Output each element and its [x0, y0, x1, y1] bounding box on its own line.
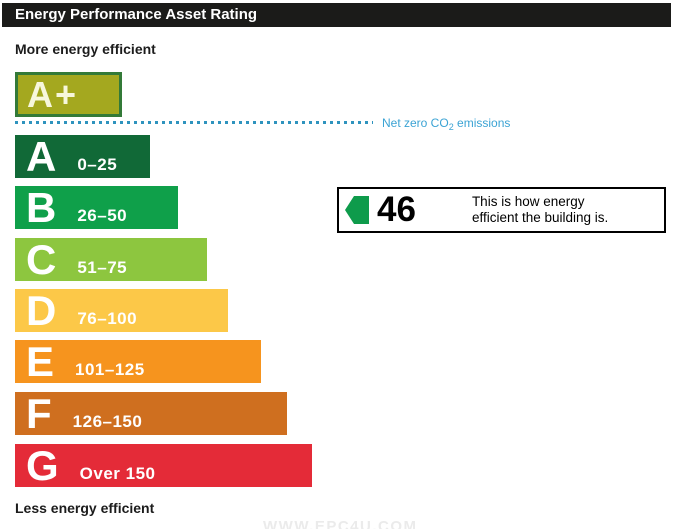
- band-letter: F: [26, 389, 52, 437]
- band-range-label: Over 150: [79, 463, 156, 483]
- rating-indicator-box: 46 This is how energy efficient the buil…: [337, 187, 666, 233]
- rating-description-line2: efficient the building is.: [471, 210, 609, 225]
- page-title: Energy Performance Asset Rating: [15, 6, 258, 23]
- band-range-label: 51–75: [77, 257, 128, 277]
- rating-arrow-icon: [345, 196, 369, 224]
- band-letter: B: [26, 183, 57, 231]
- net-zero-subscript: 2: [448, 122, 454, 132]
- net-zero-text-prefix: Net zero CO: [382, 116, 449, 130]
- band-row-a: A 0–25: [15, 135, 150, 178]
- band-letter: C: [26, 235, 57, 283]
- band-row-e: E 101–125: [15, 340, 261, 383]
- band-range-label: 76–100: [77, 308, 138, 328]
- less-efficient-label: Less energy efficient: [15, 500, 155, 516]
- band-aplus: A+: [15, 72, 122, 117]
- header-bar: Energy Performance Asset Rating: [2, 3, 671, 27]
- band-letter: A: [26, 132, 57, 180]
- net-zero-label: Net zero CO2 emissions: [382, 116, 511, 132]
- band-range-label: 101–125: [75, 359, 145, 379]
- band-letter: G: [26, 441, 59, 489]
- rating-description: This is how energy efficient the buildin…: [472, 194, 608, 226]
- band-range-label: 26–50: [77, 205, 128, 225]
- net-zero-dotted-line: [15, 121, 373, 124]
- band-row-b: B 26–50: [15, 186, 178, 229]
- band-row-c: C 51–75: [15, 238, 207, 281]
- band-letter: E: [26, 337, 55, 385]
- more-efficient-label: More energy efficient: [15, 41, 156, 57]
- watermark: WWW.EPC4U.COM: [263, 518, 418, 529]
- band-row-f: F 126–150: [15, 392, 287, 435]
- band-range-label: 0–25: [77, 154, 118, 174]
- band-aplus-letter: A+: [27, 73, 79, 115]
- rating-value: 46: [377, 190, 416, 229]
- band-letter: D: [26, 286, 57, 334]
- band-row-g: G Over 150: [15, 444, 312, 487]
- rating-description-line1: This is how energy: [471, 194, 585, 209]
- band-row-d: D 76–100: [15, 289, 228, 332]
- net-zero-text-suffix: emissions: [453, 116, 511, 130]
- band-range-label: 126–150: [72, 411, 143, 431]
